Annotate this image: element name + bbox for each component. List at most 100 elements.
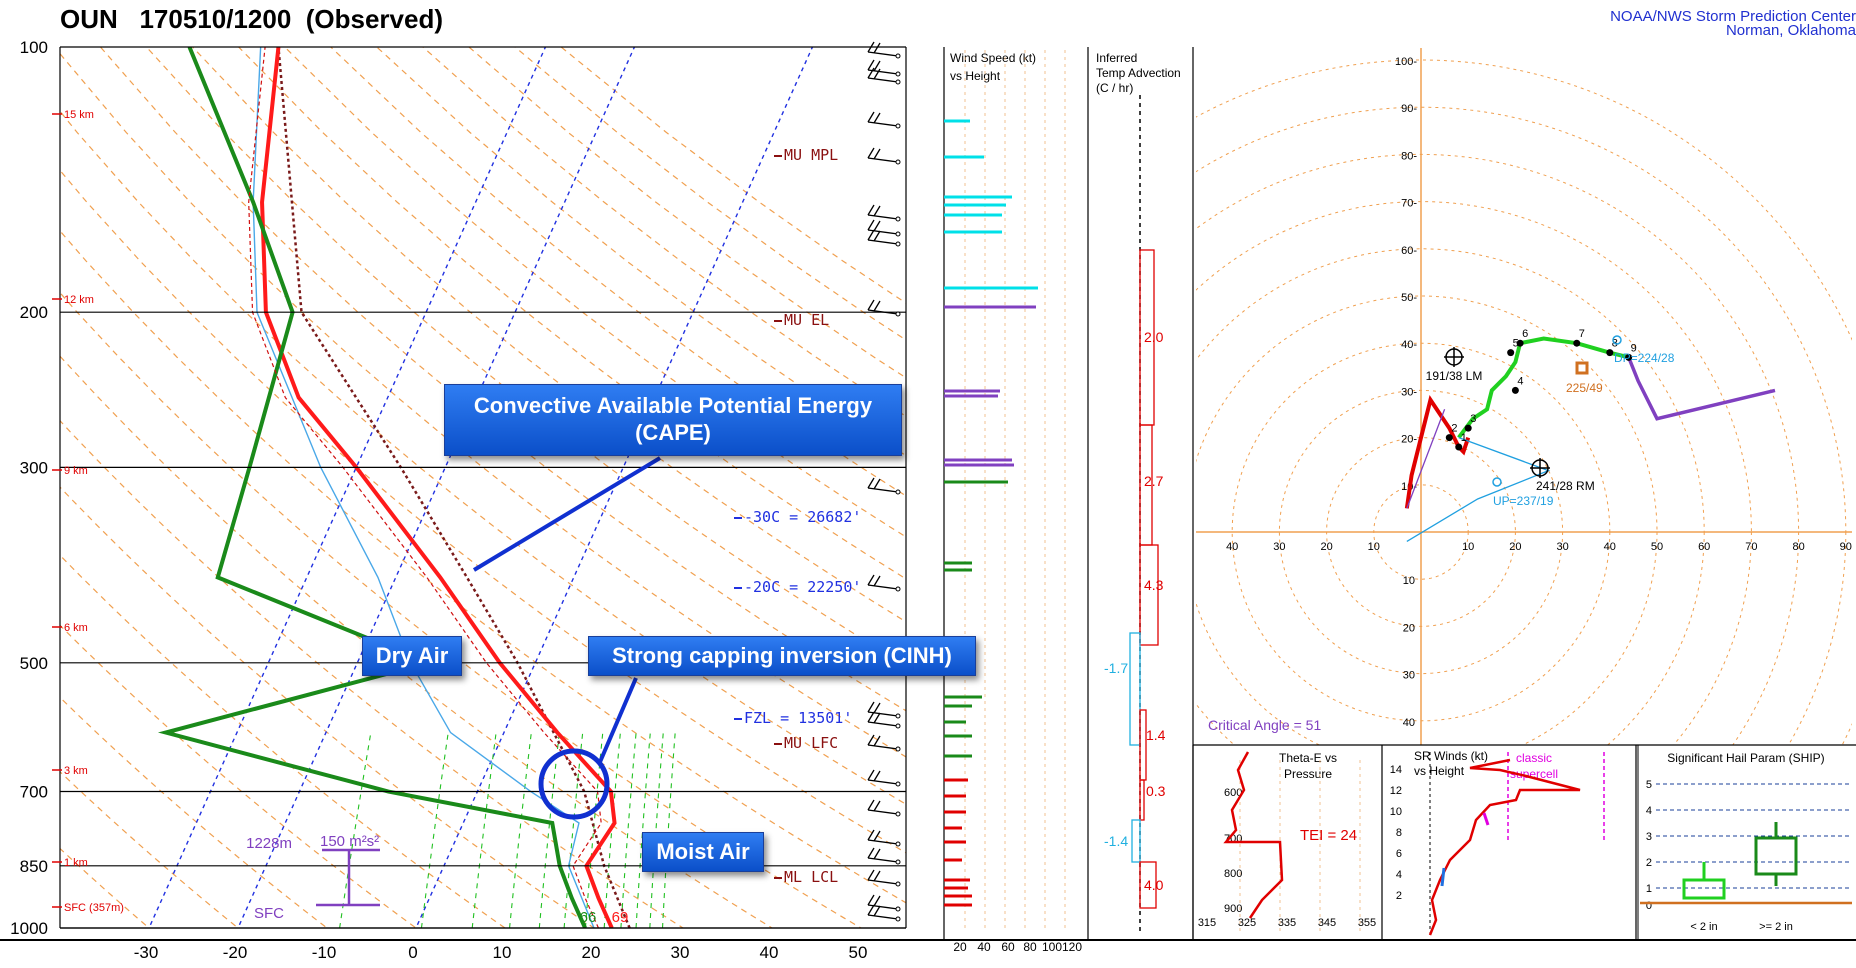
- hodo-y-label-neg: 20: [1403, 622, 1415, 634]
- hodo-y-label: 100-: [1395, 56, 1417, 68]
- temp-tick-label: 50: [849, 943, 868, 962]
- pressure-label: 850: [20, 857, 48, 876]
- wind-barb-flag: [867, 847, 875, 859]
- adv-bar: [1139, 709, 1147, 781]
- hodo-y-label-neg: 30: [1403, 670, 1415, 682]
- critical-angle-label: Critical Angle = 51: [1208, 717, 1321, 733]
- dry-adiabat-line: [60, 230, 906, 904]
- wind-barb-flag: [873, 800, 881, 812]
- pressure-label: 700: [20, 783, 48, 802]
- hodo-y-label: 60-: [1401, 245, 1417, 257]
- wind-barb-flag: [867, 229, 875, 241]
- hodo-x-label: 20: [1509, 541, 1521, 553]
- temp-tick-label: 10: [493, 943, 512, 962]
- temp-tick-label: -10: [312, 943, 337, 962]
- rm-label: 241/28 RM: [1536, 479, 1595, 493]
- srwind-title2: vs Height: [1414, 764, 1465, 778]
- hodo-x-label: 20: [1320, 541, 1332, 553]
- wind-barb-station: [895, 746, 901, 752]
- thetae-x-label: 325: [1238, 917, 1256, 929]
- ship-y-label: 3: [1646, 831, 1652, 843]
- wind-barb-station: [895, 216, 901, 222]
- wind-barb-station: [895, 841, 901, 847]
- dry-adiabat-line: [60, 624, 418, 928]
- height-label: SFC (357m): [64, 902, 124, 914]
- thetae-p-label: 900: [1224, 903, 1242, 915]
- hodo-x-label: 30: [1556, 541, 1568, 553]
- dp-label: DP=224/28: [1614, 351, 1675, 365]
- temp-tick-label: 20: [582, 943, 601, 962]
- hodo-trace-3-9km: [1457, 336, 1630, 439]
- wind-barb-station: [895, 489, 901, 495]
- wind-barb-flag: [873, 478, 881, 490]
- srwind-trace: [1428, 758, 1581, 936]
- adv-value-label: -1.4: [1104, 833, 1128, 849]
- hodo-km-marker: [1625, 353, 1633, 361]
- srwind-h-label: 2: [1396, 890, 1402, 902]
- hodo-trace-0-3km: [1404, 394, 1471, 509]
- org-line1: NOAA/NWS Storm Prediction Center: [1610, 10, 1856, 25]
- hodo-y-label: 50-: [1401, 292, 1417, 304]
- wind-panel-tick: 80: [1023, 940, 1037, 954]
- srwind-h-label: 12: [1390, 785, 1402, 797]
- thetae-title2: Pressure: [1284, 767, 1332, 781]
- hodo-y-label: 70-: [1401, 198, 1417, 210]
- wind-barb-flag: [867, 219, 875, 231]
- wind-barb-flag: [873, 205, 881, 217]
- wind-barb-flag: [867, 574, 875, 586]
- thetae-x-label: 315: [1198, 917, 1216, 929]
- eff-layer-base-label: SFC: [254, 905, 284, 922]
- mean-wind-label: 225/49: [1566, 381, 1603, 395]
- wind-barb-staff: [867, 51, 899, 57]
- hodo-km-label: 3: [1470, 413, 1476, 425]
- wind-barb-station: [895, 241, 901, 247]
- wind-panel-tick: 100120: [1042, 940, 1082, 954]
- dry-adiabat-line: [99, 47, 906, 712]
- minus20c-label: -20C = 22250': [744, 578, 861, 596]
- cape-pointer: [472, 456, 662, 572]
- wind-barb-staff: [867, 309, 899, 315]
- cinh-callout: Strong capping inversion (CINH): [588, 636, 976, 676]
- wind-barb-staff: [867, 239, 899, 245]
- ship-y-label: 0: [1646, 900, 1652, 912]
- header-datetime: 170510/1200: [139, 4, 292, 34]
- mixing-ratio-line: [649, 732, 664, 928]
- temp-tick-label: 30: [671, 943, 690, 962]
- wind-barb-flag: [867, 734, 875, 746]
- hodo-km-marker: [1606, 349, 1614, 357]
- parcel-trace: [277, 47, 631, 928]
- hodo-km-label: 7: [1579, 328, 1585, 340]
- wind-barb-flag: [867, 204, 875, 216]
- srwind-marker-1: [1482, 812, 1490, 826]
- mu-el-label: MU EL: [784, 311, 829, 329]
- adv-bar: [1139, 779, 1145, 821]
- adv-value-label: 0.3: [1146, 783, 1166, 799]
- temperature-trace: [260, 47, 617, 928]
- hodo-x-label: 60: [1698, 541, 1710, 553]
- wind-barb-station: [895, 859, 901, 865]
- header-station: OUN: [60, 4, 118, 34]
- hodograph: [1196, 48, 1852, 745]
- lm-label: 191/38 LM: [1426, 369, 1483, 383]
- wind-barb-flag: [873, 60, 881, 72]
- mixing-ratio-line: [471, 732, 497, 928]
- wind-barb-station: [895, 159, 901, 165]
- eff-layer-top-label: 1228m: [246, 835, 292, 852]
- wind-barb-staff: [867, 721, 899, 727]
- wind-barb-flag: [873, 112, 881, 124]
- mixing-ratio-line: [420, 732, 449, 928]
- thetae-title1: Theta-E vs: [1279, 751, 1337, 765]
- wind-barb-staff: [867, 914, 899, 920]
- virtual-temp-trace: [248, 47, 602, 928]
- wind-barb-flag: [867, 904, 875, 916]
- height-label: 6 km: [64, 622, 88, 634]
- hodo-trace-upper: [1627, 356, 1776, 421]
- mixing-ratio-line: [620, 732, 637, 928]
- hodo-km-marker: [1507, 349, 1515, 357]
- srwind-h-label: 4: [1396, 869, 1402, 881]
- height-label: 3 km: [64, 765, 88, 777]
- classic-label2: supercell: [1510, 767, 1558, 781]
- minus30c-label: -30C = 26682': [744, 508, 861, 526]
- hodo-ring: [1196, 59, 1852, 745]
